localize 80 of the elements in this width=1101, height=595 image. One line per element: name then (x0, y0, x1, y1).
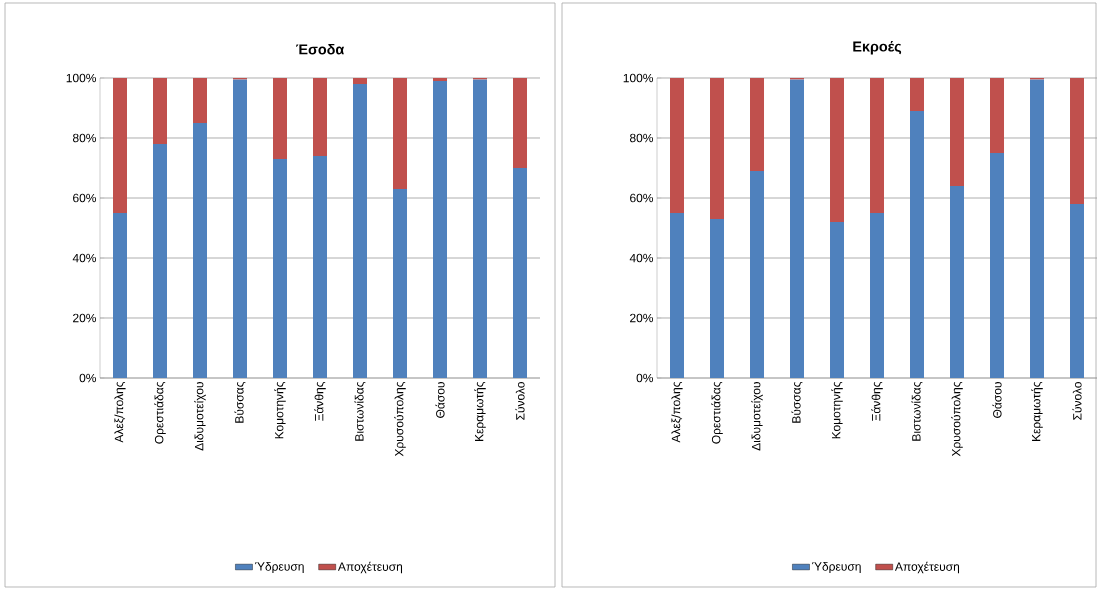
x-tick-label: Θάσου (435, 382, 445, 418)
bar (273, 78, 287, 159)
x-tick-label: Βιστωνίδας (354, 381, 366, 441)
bar (313, 78, 327, 156)
legend-label: Ύδρευση (255, 561, 304, 574)
bar (233, 79, 247, 378)
x-tick-label: Κεραμωτής (474, 381, 486, 441)
bar (750, 171, 765, 378)
bar (990, 153, 1005, 378)
bar (513, 78, 528, 168)
x-tick-label: Ξάνθης (314, 381, 326, 421)
bar (830, 222, 845, 378)
x-tick-label: Θάσου (992, 382, 1002, 418)
bar (113, 213, 127, 378)
y-tick-label: 20% (630, 313, 654, 323)
bar (273, 159, 287, 378)
bar (153, 78, 167, 144)
legend-label: Αποχέτευση (894, 561, 960, 574)
bar (393, 78, 407, 189)
x-tick-label: Αλεξ/πολης (671, 381, 683, 443)
bar (1070, 78, 1085, 204)
bar (433, 81, 447, 378)
x-tick-label: Ορεστιάδας (154, 381, 166, 444)
bar (950, 78, 965, 186)
x-tick-label: Σύνολο (515, 382, 525, 420)
bar (193, 123, 207, 378)
bar (353, 78, 367, 84)
y-tick-label: 40% (72, 253, 97, 263)
y-tick-label: 60% (630, 193, 654, 203)
bar (870, 78, 885, 213)
bar (153, 144, 167, 378)
x-tick-label: Βύσσας (791, 381, 803, 423)
bar (1030, 79, 1045, 378)
bar (870, 213, 885, 378)
bar (113, 78, 127, 213)
bar (990, 78, 1005, 153)
y-tick-label: 40% (629, 253, 654, 263)
bar (513, 168, 528, 378)
bar (670, 78, 685, 213)
y-tick-label: 60% (73, 193, 97, 203)
y-tick-label: 0% (79, 373, 97, 383)
x-tick-label: Αλεξ/πολης (114, 381, 126, 443)
x-tick-label: Βύσσας (234, 381, 246, 423)
bar (433, 78, 447, 81)
x-tick-label: Σύνολο (1072, 382, 1082, 420)
legend-label: Αποχέτευση (337, 561, 403, 574)
x-tick-label: Χρυσούπολης (951, 381, 963, 457)
x-tick-label: Χρυσούπολης (394, 381, 406, 457)
y-tick-label: 80% (629, 133, 654, 143)
bar (950, 186, 965, 378)
bar (670, 213, 685, 378)
bar (710, 219, 725, 378)
y-tick-label: 100% (66, 73, 97, 83)
y-tick-label: 100% (623, 73, 654, 83)
y-tick-label: 20% (73, 313, 97, 323)
x-tick-label: Ορεστιάδας (711, 381, 723, 444)
bar (353, 84, 367, 378)
bar (313, 156, 327, 378)
x-tick-label: Κομοτηνής (274, 381, 286, 439)
bar (193, 78, 207, 123)
x-tick-label: Κομοτηνής (831, 381, 843, 439)
bar (393, 189, 407, 378)
bar (910, 78, 925, 111)
x-tick-label: Ξάνθης (871, 381, 883, 421)
bar (710, 78, 725, 219)
bar (790, 79, 804, 378)
chart-title: Έσοδα (296, 43, 345, 55)
bar (473, 79, 488, 378)
x-tick-label: Διδυμοτείχου (751, 382, 763, 451)
x-tick-label: Διδυμοτείχου (194, 382, 206, 451)
y-tick-label: 80% (72, 133, 97, 143)
x-tick-label: Κεραμωτής (1031, 381, 1043, 441)
bar (750, 78, 765, 171)
bar (830, 78, 845, 222)
bar (1070, 204, 1085, 378)
y-tick-label: 0% (636, 373, 654, 383)
chart-title: Εκροές (853, 40, 902, 55)
x-tick-label: Βιστωνίδας (911, 381, 923, 441)
bar (910, 111, 925, 378)
legend-label: Ύδρευση (812, 561, 861, 574)
